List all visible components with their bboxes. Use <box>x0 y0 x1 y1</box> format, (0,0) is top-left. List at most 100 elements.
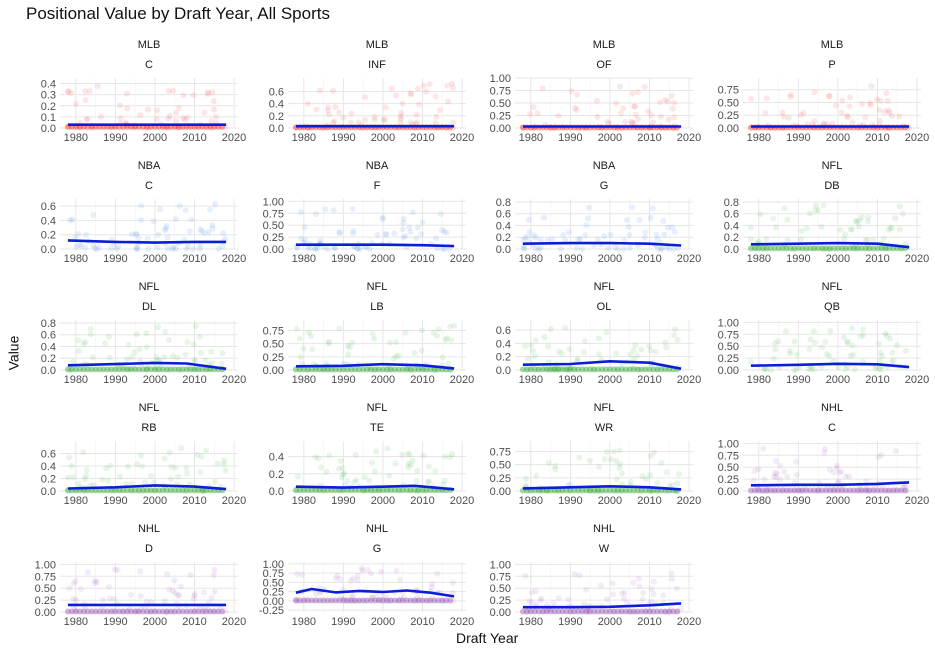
data-point <box>184 338 191 345</box>
data-point <box>199 366 206 373</box>
data-point <box>88 608 95 615</box>
data-point <box>171 366 178 373</box>
data-point <box>67 366 74 373</box>
strip-position-label: P <box>828 59 835 71</box>
data-point <box>590 366 597 373</box>
data-point <box>82 338 89 345</box>
data-point <box>779 109 786 116</box>
data-point <box>878 245 885 252</box>
data-point <box>191 608 198 615</box>
data-point <box>296 487 303 494</box>
data-point <box>162 328 169 335</box>
data-point <box>594 486 601 493</box>
strip-position-label: WR <box>595 422 613 434</box>
data-point <box>325 340 332 347</box>
data-point <box>844 339 851 346</box>
data-point <box>646 608 653 615</box>
data-point <box>654 480 661 487</box>
strip-position-label: OL <box>597 301 612 313</box>
data-point <box>811 118 818 125</box>
data-point <box>627 351 634 358</box>
data-point <box>621 595 628 602</box>
data-point <box>781 468 788 475</box>
data-point <box>887 335 894 342</box>
data-point <box>677 606 684 613</box>
x-tick-label: 2010 <box>182 495 206 507</box>
data-point <box>630 579 637 586</box>
data-point <box>634 608 641 615</box>
data-point <box>443 229 450 236</box>
data-point <box>447 323 454 330</box>
data-point <box>391 230 398 237</box>
strip-sport-label: NBA <box>138 160 161 172</box>
data-point <box>555 608 562 615</box>
data-point <box>519 366 526 373</box>
data-point <box>137 452 144 459</box>
data-point <box>669 105 676 112</box>
data-point <box>623 486 630 493</box>
data-point <box>790 245 797 252</box>
data-point <box>201 229 208 236</box>
y-tick-label: 0.2 <box>724 232 739 244</box>
data-point <box>294 597 301 604</box>
data-point <box>556 348 563 355</box>
data-point <box>876 358 883 365</box>
data-point <box>630 366 637 373</box>
data-point <box>757 211 764 218</box>
data-point <box>165 115 172 122</box>
data-point <box>330 207 337 214</box>
data-point <box>783 487 790 494</box>
data-point <box>573 106 580 113</box>
data-point <box>205 366 212 373</box>
data-point <box>540 608 547 615</box>
data-point <box>153 365 160 372</box>
strip-sport-label: NFL <box>139 402 160 414</box>
data-point <box>300 597 307 604</box>
x-tick-label: 1980 <box>64 495 88 507</box>
x-tick-label: 2000 <box>371 374 395 386</box>
data-point <box>163 608 170 615</box>
x-tick-label: 1990 <box>331 374 355 386</box>
data-point <box>799 487 806 494</box>
data-point <box>441 245 448 252</box>
strip-position-label: DB <box>824 180 839 192</box>
y-tick-label: 0.2 <box>41 230 56 242</box>
data-point <box>635 116 642 123</box>
data-point <box>674 608 681 615</box>
data-point <box>647 214 654 221</box>
data-point <box>414 224 421 231</box>
data-point <box>579 608 586 615</box>
data-point <box>836 469 843 476</box>
data-point <box>632 608 639 615</box>
data-point <box>582 338 589 345</box>
data-point <box>143 365 150 372</box>
data-point <box>151 487 158 494</box>
data-point <box>751 467 758 474</box>
data-point <box>166 586 173 593</box>
data-point <box>324 107 331 114</box>
data-point <box>154 244 161 251</box>
data-point <box>780 113 787 120</box>
data-point <box>903 487 910 494</box>
data-point <box>364 487 371 494</box>
data-point <box>551 366 558 373</box>
data-point <box>178 583 185 590</box>
data-point <box>159 608 166 615</box>
data-point <box>405 460 412 467</box>
y-tick-label: 1.00 <box>263 559 284 571</box>
data-point <box>837 226 844 233</box>
data-point <box>811 89 818 96</box>
data-point <box>205 606 212 613</box>
data-point <box>213 113 220 120</box>
x-tick-label: 2020 <box>450 616 474 628</box>
data-point <box>301 224 308 231</box>
data-point <box>844 338 851 345</box>
data-point <box>365 477 372 484</box>
data-point <box>324 104 331 111</box>
data-point <box>554 365 561 372</box>
data-point <box>170 87 177 94</box>
